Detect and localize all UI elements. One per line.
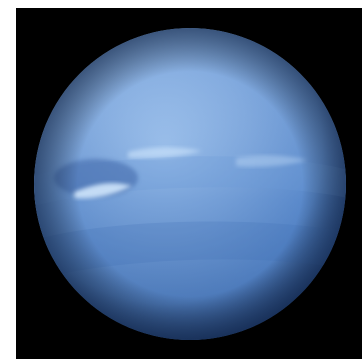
planet <box>34 28 346 340</box>
image-frame <box>16 8 362 359</box>
planet-photo <box>16 8 362 359</box>
planet-rim-shadow <box>34 28 346 340</box>
